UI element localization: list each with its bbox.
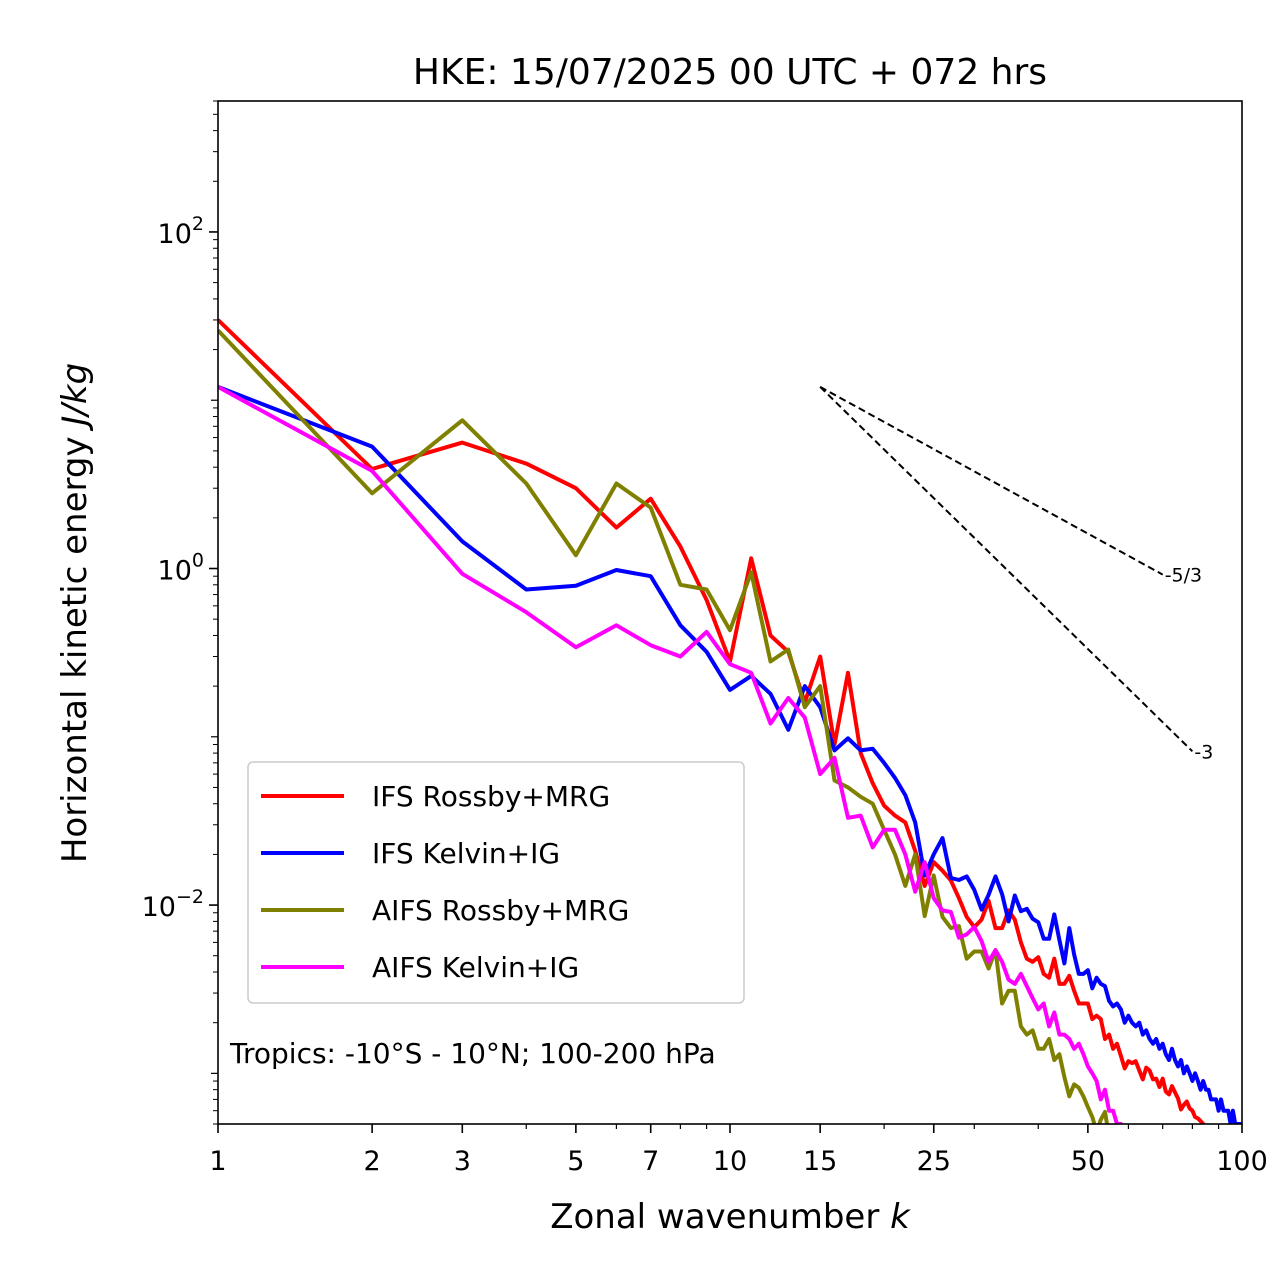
x-tick-label: 1 (209, 1146, 226, 1177)
x-tick-label: 3 (454, 1146, 471, 1177)
y-axis-unit: J/kg (55, 363, 95, 432)
y-tick-label: 102 (158, 213, 204, 250)
legend-label-4: AIFS Kelvin+IG (372, 951, 579, 984)
x-tick-label: 100 (1216, 1146, 1268, 1177)
x-tick-label: 25 (917, 1146, 951, 1177)
x-axis-label-text: Zonal wavenumber (550, 1197, 879, 1237)
series-layer (218, 318, 1242, 1124)
y-axis-label-text: Horizontal kinetic energy (55, 436, 95, 863)
slope-line-1 (819, 386, 1164, 576)
x-axis-label: Zonal wavenumber k (550, 1197, 911, 1237)
x-tick-label: 10 (713, 1146, 747, 1177)
x-tick-label: 7 (642, 1146, 659, 1177)
legend-label-1: IFS Rossby+MRG (372, 780, 610, 813)
x-tick-label: 15 (803, 1146, 837, 1177)
y-axis-label: Horizontal kinetic energy J/kg (55, 363, 95, 863)
x-axis-variable: k (890, 1197, 911, 1237)
slope-lines: -5/3 -3 (819, 386, 1213, 763)
series-line-1 (218, 318, 1210, 1124)
legend-items: IFS Rossby+MRG IFS Kelvin+IG AIFS Rossby+M… (261, 780, 629, 984)
slope-label-2: -3 (1194, 741, 1213, 763)
x-tick-label: 2 (364, 1146, 381, 1177)
legend-box (247, 761, 745, 1004)
y-tick-label: 10−2 (142, 886, 204, 923)
y-tick-label: 100 (158, 550, 204, 587)
region-annotation: Tropics: -10°S - 10°N; 100-200 hPa (229, 1037, 716, 1070)
x-axis: 1 2 3 5 7 10 15 25 50 100 (209, 1124, 1268, 1177)
legend-label-2: IFS Kelvin+IG (372, 837, 560, 870)
legend-label-3: AIFS Rossby+MRG (372, 894, 629, 927)
legend: IFS Rossby+MRG IFS Kelvin+IG AIFS Rossby+M… (247, 761, 745, 1004)
series-line-4 (218, 385, 1123, 1124)
x-tick-label: 50 (1071, 1146, 1105, 1177)
slope-label-1: -5/3 (1165, 565, 1202, 587)
series-line-2 (218, 385, 1242, 1124)
y-axis: 10−2 100 102 (142, 100, 218, 1125)
slope-line-2 (819, 386, 1194, 753)
x-tick-label: 5 (567, 1146, 584, 1177)
series-line-3 (218, 329, 1110, 1124)
chart-title: HKE: 15/07/2025 00 UTC + 072 hrs (413, 52, 1047, 93)
